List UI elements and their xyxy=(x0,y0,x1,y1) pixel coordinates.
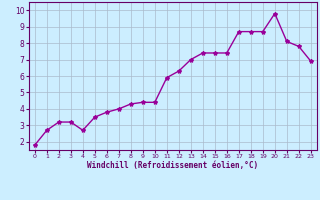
X-axis label: Windchill (Refroidissement éolien,°C): Windchill (Refroidissement éolien,°C) xyxy=(87,161,258,170)
